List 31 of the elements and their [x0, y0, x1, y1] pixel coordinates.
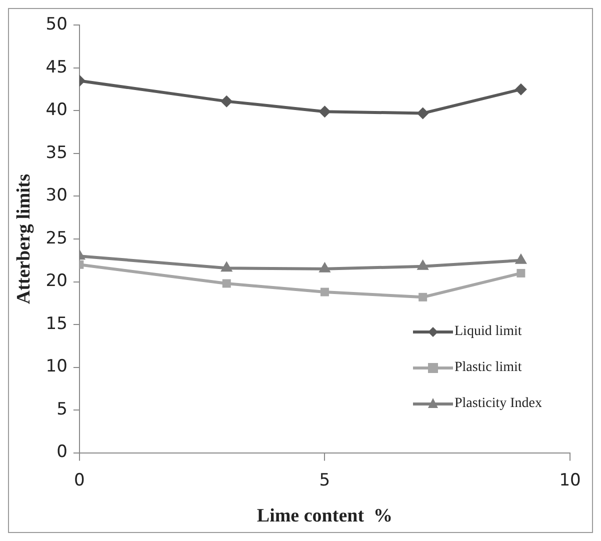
y-tick-label: 50	[46, 14, 68, 35]
point	[514, 83, 527, 96]
point	[220, 95, 233, 108]
legend-label: Plastic limit	[454, 360, 522, 376]
legend-label: Liquid limit	[454, 324, 522, 340]
point	[222, 279, 231, 288]
point	[318, 262, 331, 272]
x-axis-title: Lime content %	[256, 506, 393, 527]
y-tick-label: 30	[46, 186, 68, 206]
y-tick-label: 20	[46, 271, 68, 292]
x-tick-label: 10	[559, 470, 581, 490]
x-tick-label: 5	[319, 470, 330, 490]
x-tick-label: 0	[74, 470, 85, 490]
y-tick-label: 10	[46, 356, 68, 377]
y-tick-label: 45	[46, 57, 68, 78]
y-tick-label: 35	[46, 142, 68, 163]
point	[516, 268, 526, 278]
y-tick-label: 40	[46, 100, 68, 120]
point	[320, 288, 329, 296]
y-tick-label: 5	[56, 399, 68, 420]
y-tick-label: 15	[46, 314, 68, 334]
point	[220, 261, 233, 272]
y-tick-label: 0	[56, 442, 68, 462]
point	[318, 106, 331, 118]
y-axis-title: Atterberg limits	[13, 174, 34, 304]
point	[418, 292, 428, 302]
y-tick-label: 25	[46, 228, 68, 248]
point	[416, 259, 429, 270]
legend-label: Plasticity Index	[454, 396, 542, 412]
point	[416, 107, 429, 120]
point	[514, 253, 528, 264]
